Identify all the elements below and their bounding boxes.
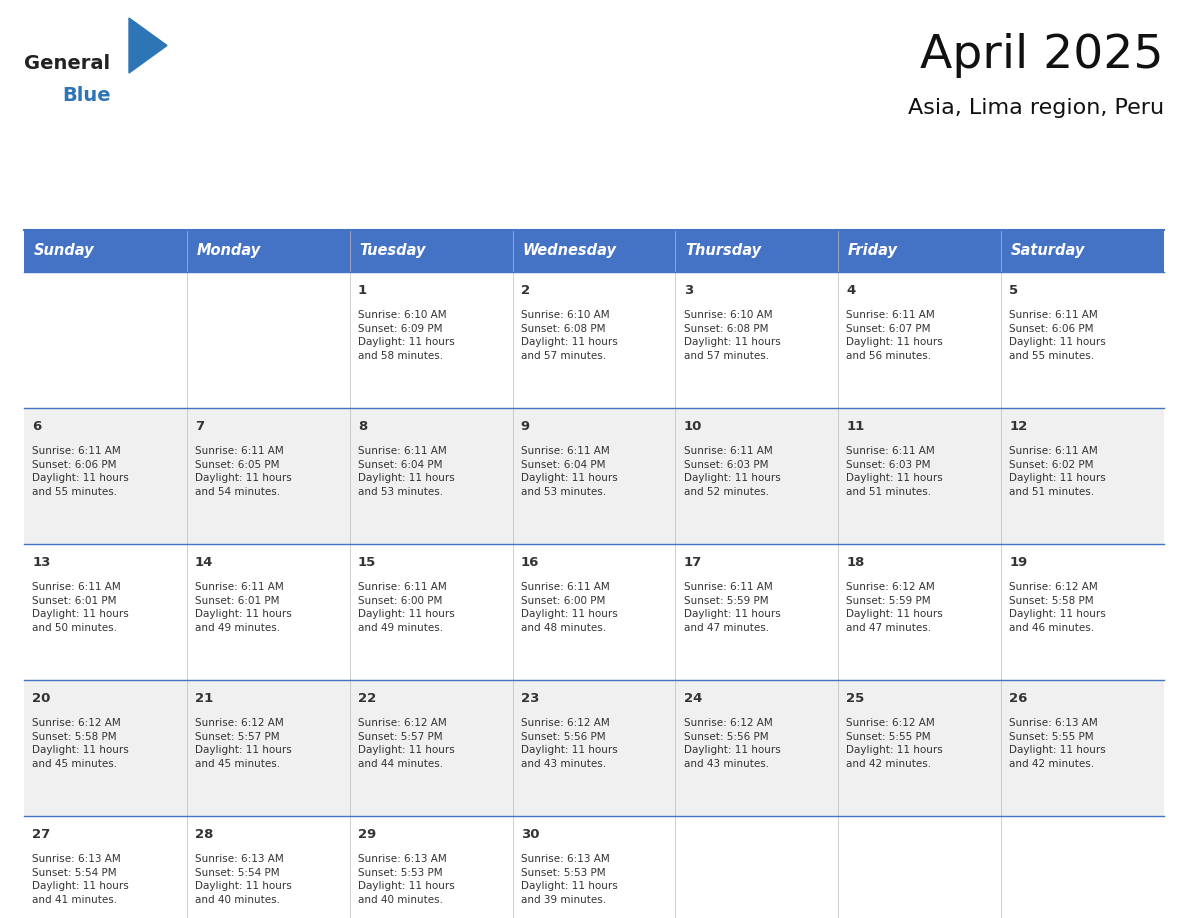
Text: Sunrise: 6:11 AM
Sunset: 6:01 PM
Daylight: 11 hours
and 49 minutes.: Sunrise: 6:11 AM Sunset: 6:01 PM Dayligh… <box>195 582 292 633</box>
Text: 17: 17 <box>683 556 702 569</box>
Bar <box>24 272 1164 408</box>
Text: 12: 12 <box>1010 420 1028 433</box>
Text: April 2025: April 2025 <box>921 33 1164 78</box>
Bar <box>187 230 349 272</box>
Text: Saturday: Saturday <box>1011 243 1086 259</box>
Text: 24: 24 <box>683 692 702 705</box>
Text: 16: 16 <box>520 556 539 569</box>
Text: Monday: Monday <box>197 243 261 259</box>
Text: Sunrise: 6:12 AM
Sunset: 5:56 PM
Daylight: 11 hours
and 43 minutes.: Sunrise: 6:12 AM Sunset: 5:56 PM Dayligh… <box>520 718 618 769</box>
Text: 20: 20 <box>32 692 51 705</box>
Polygon shape <box>129 18 168 73</box>
Text: 25: 25 <box>846 692 865 705</box>
Text: Sunrise: 6:12 AM
Sunset: 5:56 PM
Daylight: 11 hours
and 43 minutes.: Sunrise: 6:12 AM Sunset: 5:56 PM Dayligh… <box>683 718 781 769</box>
Text: Sunrise: 6:11 AM
Sunset: 6:03 PM
Daylight: 11 hours
and 52 minutes.: Sunrise: 6:11 AM Sunset: 6:03 PM Dayligh… <box>683 446 781 497</box>
Text: Sunrise: 6:13 AM
Sunset: 5:53 PM
Daylight: 11 hours
and 39 minutes.: Sunrise: 6:13 AM Sunset: 5:53 PM Dayligh… <box>520 854 618 905</box>
Text: Sunrise: 6:12 AM
Sunset: 5:59 PM
Daylight: 11 hours
and 47 minutes.: Sunrise: 6:12 AM Sunset: 5:59 PM Dayligh… <box>846 582 943 633</box>
Text: Sunrise: 6:11 AM
Sunset: 6:07 PM
Daylight: 11 hours
and 56 minutes.: Sunrise: 6:11 AM Sunset: 6:07 PM Dayligh… <box>846 310 943 361</box>
Text: 3: 3 <box>683 285 693 297</box>
Text: Sunrise: 6:13 AM
Sunset: 5:54 PM
Daylight: 11 hours
and 40 minutes.: Sunrise: 6:13 AM Sunset: 5:54 PM Dayligh… <box>195 854 292 905</box>
Text: Sunrise: 6:12 AM
Sunset: 5:55 PM
Daylight: 11 hours
and 42 minutes.: Sunrise: 6:12 AM Sunset: 5:55 PM Dayligh… <box>846 718 943 769</box>
Text: Sunrise: 6:11 AM
Sunset: 6:00 PM
Daylight: 11 hours
and 48 minutes.: Sunrise: 6:11 AM Sunset: 6:00 PM Dayligh… <box>520 582 618 633</box>
Text: Sunrise: 6:13 AM
Sunset: 5:53 PM
Daylight: 11 hours
and 40 minutes.: Sunrise: 6:13 AM Sunset: 5:53 PM Dayligh… <box>358 854 455 905</box>
Bar <box>24 408 1164 544</box>
Text: Sunrise: 6:11 AM
Sunset: 6:01 PM
Daylight: 11 hours
and 50 minutes.: Sunrise: 6:11 AM Sunset: 6:01 PM Dayligh… <box>32 582 128 633</box>
Bar <box>512 230 676 272</box>
Bar <box>24 680 1164 816</box>
Text: Sunrise: 6:11 AM
Sunset: 6:05 PM
Daylight: 11 hours
and 54 minutes.: Sunrise: 6:11 AM Sunset: 6:05 PM Dayligh… <box>195 446 292 497</box>
Text: Sunrise: 6:11 AM
Sunset: 6:04 PM
Daylight: 11 hours
and 53 minutes.: Sunrise: 6:11 AM Sunset: 6:04 PM Dayligh… <box>520 446 618 497</box>
Text: Sunrise: 6:11 AM
Sunset: 6:04 PM
Daylight: 11 hours
and 53 minutes.: Sunrise: 6:11 AM Sunset: 6:04 PM Dayligh… <box>358 446 455 497</box>
Text: 1: 1 <box>358 285 367 297</box>
Bar <box>24 230 187 272</box>
Text: 19: 19 <box>1010 556 1028 569</box>
Text: 21: 21 <box>195 692 214 705</box>
Text: 5: 5 <box>1010 285 1018 297</box>
Bar <box>349 230 512 272</box>
Text: 18: 18 <box>846 556 865 569</box>
Text: Friday: Friday <box>848 243 898 259</box>
Text: 15: 15 <box>358 556 377 569</box>
Text: 26: 26 <box>1010 692 1028 705</box>
Text: Sunrise: 6:13 AM
Sunset: 5:54 PM
Daylight: 11 hours
and 41 minutes.: Sunrise: 6:13 AM Sunset: 5:54 PM Dayligh… <box>32 854 128 905</box>
Text: Sunrise: 6:10 AM
Sunset: 6:08 PM
Daylight: 11 hours
and 57 minutes.: Sunrise: 6:10 AM Sunset: 6:08 PM Dayligh… <box>520 310 618 361</box>
Text: Sunrise: 6:12 AM
Sunset: 5:57 PM
Daylight: 11 hours
and 44 minutes.: Sunrise: 6:12 AM Sunset: 5:57 PM Dayligh… <box>358 718 455 769</box>
Text: General: General <box>24 54 110 73</box>
Text: 10: 10 <box>683 420 702 433</box>
Text: Sunrise: 6:11 AM
Sunset: 6:06 PM
Daylight: 11 hours
and 55 minutes.: Sunrise: 6:11 AM Sunset: 6:06 PM Dayligh… <box>1010 310 1106 361</box>
Text: 6: 6 <box>32 420 42 433</box>
Text: Sunrise: 6:11 AM
Sunset: 6:06 PM
Daylight: 11 hours
and 55 minutes.: Sunrise: 6:11 AM Sunset: 6:06 PM Dayligh… <box>32 446 128 497</box>
Bar <box>24 816 1164 918</box>
Text: 13: 13 <box>32 556 51 569</box>
Text: 4: 4 <box>846 285 855 297</box>
Text: Tuesday: Tuesday <box>360 243 426 259</box>
Bar <box>24 544 1164 680</box>
Text: 8: 8 <box>358 420 367 433</box>
Text: Sunrise: 6:11 AM
Sunset: 6:00 PM
Daylight: 11 hours
and 49 minutes.: Sunrise: 6:11 AM Sunset: 6:00 PM Dayligh… <box>358 582 455 633</box>
Text: Thursday: Thursday <box>685 243 762 259</box>
Text: 9: 9 <box>520 420 530 433</box>
Text: Sunrise: 6:12 AM
Sunset: 5:57 PM
Daylight: 11 hours
and 45 minutes.: Sunrise: 6:12 AM Sunset: 5:57 PM Dayligh… <box>195 718 292 769</box>
Text: 2: 2 <box>520 285 530 297</box>
Text: Sunrise: 6:12 AM
Sunset: 5:58 PM
Daylight: 11 hours
and 45 minutes.: Sunrise: 6:12 AM Sunset: 5:58 PM Dayligh… <box>32 718 128 769</box>
Text: 27: 27 <box>32 828 50 841</box>
Text: 23: 23 <box>520 692 539 705</box>
Text: 11: 11 <box>846 420 865 433</box>
Text: Sunrise: 6:11 AM
Sunset: 5:59 PM
Daylight: 11 hours
and 47 minutes.: Sunrise: 6:11 AM Sunset: 5:59 PM Dayligh… <box>683 582 781 633</box>
Bar <box>676 230 839 272</box>
Text: Sunrise: 6:13 AM
Sunset: 5:55 PM
Daylight: 11 hours
and 42 minutes.: Sunrise: 6:13 AM Sunset: 5:55 PM Dayligh… <box>1010 718 1106 769</box>
Bar <box>1001 230 1164 272</box>
Bar <box>839 230 1001 272</box>
Text: 28: 28 <box>195 828 214 841</box>
Text: Sunrise: 6:10 AM
Sunset: 6:09 PM
Daylight: 11 hours
and 58 minutes.: Sunrise: 6:10 AM Sunset: 6:09 PM Dayligh… <box>358 310 455 361</box>
Text: Blue: Blue <box>62 86 110 105</box>
Text: Sunday: Sunday <box>33 243 94 259</box>
Text: Sunrise: 6:11 AM
Sunset: 6:02 PM
Daylight: 11 hours
and 51 minutes.: Sunrise: 6:11 AM Sunset: 6:02 PM Dayligh… <box>1010 446 1106 497</box>
Text: 22: 22 <box>358 692 377 705</box>
Text: Asia, Lima region, Peru: Asia, Lima region, Peru <box>908 98 1164 118</box>
Text: Sunrise: 6:11 AM
Sunset: 6:03 PM
Daylight: 11 hours
and 51 minutes.: Sunrise: 6:11 AM Sunset: 6:03 PM Dayligh… <box>846 446 943 497</box>
Text: Sunrise: 6:12 AM
Sunset: 5:58 PM
Daylight: 11 hours
and 46 minutes.: Sunrise: 6:12 AM Sunset: 5:58 PM Dayligh… <box>1010 582 1106 633</box>
Text: Wednesday: Wednesday <box>523 243 617 259</box>
Text: 7: 7 <box>195 420 204 433</box>
Text: 29: 29 <box>358 828 377 841</box>
Text: 30: 30 <box>520 828 539 841</box>
Text: Sunrise: 6:10 AM
Sunset: 6:08 PM
Daylight: 11 hours
and 57 minutes.: Sunrise: 6:10 AM Sunset: 6:08 PM Dayligh… <box>683 310 781 361</box>
Text: 14: 14 <box>195 556 214 569</box>
